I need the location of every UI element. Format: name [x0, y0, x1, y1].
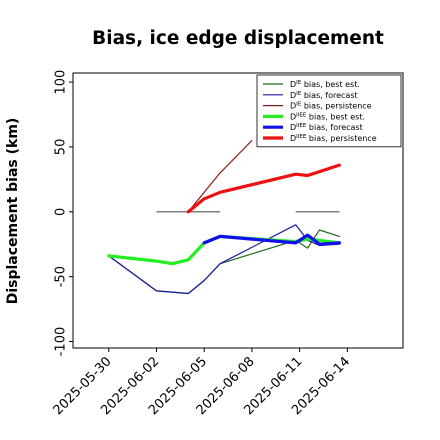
- series-lines: [107, 139, 341, 295]
- series-line-5: [202, 233, 341, 246]
- series-line-3: [187, 139, 253, 213]
- y-tick-label: -100: [54, 327, 69, 357]
- chart-title: Bias, ice edge displacement: [92, 28, 384, 49]
- legend-entry: DIIEE bias, persistence: [290, 134, 377, 143]
- legend: DIE bias, best est. DIE bias, forecast DIE…: [256, 74, 402, 148]
- plot-area: 100500-50-1002025-05-302025-06-022025-06…: [51, 70, 404, 418]
- legend-entry: DIIEE bias, best est.: [290, 112, 365, 121]
- legend-entry: DIE bias, persistence: [290, 102, 372, 111]
- y-tick-label: 50: [54, 139, 69, 156]
- y-tick-label: -50: [54, 266, 69, 287]
- y-tick-label: 100: [54, 70, 69, 95]
- legend-entry: DIIEE bias, forecast: [290, 123, 363, 132]
- y-axis-label: Displacement bias (km): [5, 118, 21, 305]
- series-line-2: [108, 224, 340, 295]
- legend-entry: DIE bias, best est.: [290, 80, 360, 89]
- y-tick-label: 0: [54, 208, 69, 216]
- plot-frame: [72, 72, 404, 349]
- legend-entry: DIE bias, forecast: [290, 91, 358, 100]
- legend-box: [256, 74, 402, 148]
- series-line-6: [186, 163, 341, 214]
- series-line-4: [107, 234, 341, 266]
